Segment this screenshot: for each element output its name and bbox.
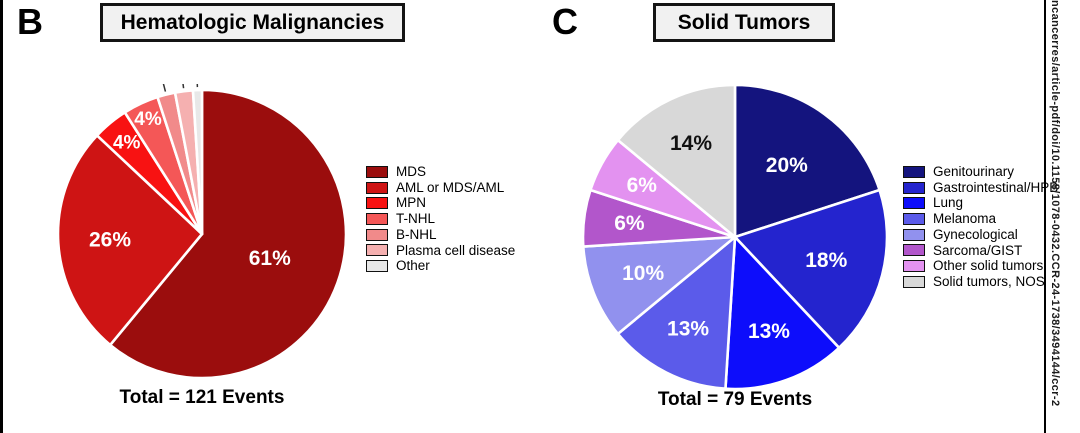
pie-label-gastrointestinal-hpb: 18% xyxy=(805,249,847,272)
legend-label: Solid tumors, NOS xyxy=(933,273,1045,289)
legend-item-melanoma: Melanoma xyxy=(903,211,1058,227)
pie-label-aml-or-mds-aml: 26% xyxy=(89,228,131,251)
pie-label-lung: 13% xyxy=(748,320,790,343)
pie-slice-aml-or-mds-aml xyxy=(56,134,204,347)
pie-slice-melanoma xyxy=(616,235,737,390)
legend-swatch-icon xyxy=(903,165,925,178)
pie-label-gynecological: 10% xyxy=(622,262,664,285)
panel-title-box-hematologic: Hematologic Malignancies xyxy=(100,3,405,42)
pie-label-mpn: 4% xyxy=(113,133,141,154)
legend-label: Melanoma xyxy=(933,211,997,227)
legend-label: AML or MDS/AML xyxy=(396,179,505,195)
legend-label: MPN xyxy=(396,195,426,211)
legend-swatch-icon xyxy=(903,275,925,288)
legend-swatch-icon xyxy=(366,165,388,178)
legend-label: Sarcoma/GIST xyxy=(933,242,1023,258)
legend-item-lung: Lung xyxy=(903,195,1058,211)
legend-swatch-icon xyxy=(903,181,925,194)
legend-swatch-icon xyxy=(366,181,388,194)
pie-leader-line-b-nhl xyxy=(162,84,167,92)
pie-chart-hematologic-malignancies: 61%26%4%4%2%1% xyxy=(56,84,348,380)
legend-item-b-nhl: B-NHL xyxy=(366,227,515,243)
pie-label-solid-tumors-nos: 14% xyxy=(670,132,712,155)
pie-slice-lung xyxy=(724,235,841,391)
legend-label: Other xyxy=(396,258,430,274)
legend-item-mds: MDS xyxy=(366,164,515,180)
legend-swatch-icon xyxy=(366,259,388,272)
legend-item-sarcoma-gist: Sarcoma/GIST xyxy=(903,242,1058,258)
legend-item-aml-or-mds-aml: AML or MDS/AML xyxy=(366,180,515,196)
legend-swatch-icon xyxy=(366,197,388,210)
panel-title-box-solid-tumors: Solid Tumors xyxy=(653,3,835,42)
legend-label: MDS xyxy=(396,164,426,180)
legend-item-t-nhl: T-NHL xyxy=(366,211,515,227)
legend-swatch-icon xyxy=(903,244,925,257)
figure-left-border xyxy=(0,0,3,433)
pie-label-genitourinary: 20% xyxy=(766,154,808,177)
legend-item-genitourinary: Genitourinary xyxy=(903,164,1058,180)
panel-title-hematologic: Hematologic Malignancies xyxy=(120,11,385,34)
legend-item-solid-tumors-nos: Solid tumors, NOS xyxy=(903,274,1058,290)
watermark-url-text: ncancerres/article-pdf/doi/10.1158/1078-… xyxy=(1049,0,1061,407)
legend-label: B-NHL xyxy=(396,226,437,242)
legend-swatch-icon xyxy=(903,212,925,225)
panel-letter-c: C xyxy=(552,1,578,42)
legend-swatch-icon xyxy=(903,197,925,210)
legend-hematologic: MDS AML or MDS/AML MPN T-NHL B-NHL Plasma cel… xyxy=(366,164,515,274)
legend-item-plasma-cell-disease: Plasma cell disease xyxy=(366,242,515,258)
pie-slice-genitourinary xyxy=(733,83,881,239)
legend-swatch-icon xyxy=(366,212,388,225)
pie-label-t-nhl: 4% xyxy=(134,109,162,130)
total-events-c: Total = 79 Events xyxy=(657,389,813,410)
pie-slice-other xyxy=(191,88,204,236)
legend-item-mpn: MPN xyxy=(366,195,515,211)
pie-label-other-solid-tumors: 6% xyxy=(627,174,658,197)
legend-label: Gynecological xyxy=(933,226,1018,242)
legend-swatch-icon xyxy=(903,228,925,241)
legend-solid-tumors: Genitourinary Gastrointestinal/HPB Lung Mel… xyxy=(903,164,1058,290)
legend-label: Other solid tumors xyxy=(933,258,1044,274)
legend-item-gastrointestinal-hpb: Gastrointestinal/HPB xyxy=(903,180,1058,196)
legend-item-other-solid-tumors: Other solid tumors xyxy=(903,258,1058,274)
legend-swatch-icon xyxy=(903,259,925,272)
pie-leader-line-plasma-cell-disease xyxy=(182,84,185,89)
figure-right-border xyxy=(1044,0,1046,433)
legend-label: T-NHL xyxy=(396,211,436,227)
legend-label: Plasma cell disease xyxy=(396,242,516,258)
pie-slice-mds xyxy=(108,88,348,380)
legend-swatch-icon xyxy=(366,244,388,257)
pie-label-sarcoma-gist: 6% xyxy=(614,212,645,235)
pie-slice-gastrointestinal-hpb xyxy=(733,188,889,350)
legend-item-gynecological: Gynecological xyxy=(903,227,1058,243)
pie-label-mds: 61% xyxy=(249,247,291,270)
panel-letter-b: B xyxy=(17,1,43,42)
legend-item-other: Other xyxy=(366,258,515,274)
pie-chart-solid-tumors: 20% 18% 13% 13% 10% 6% 6% 14% xyxy=(581,83,889,391)
total-events-b: Total = 121 Events xyxy=(119,387,285,408)
pie-label-melanoma: 13% xyxy=(667,318,709,341)
panel-title-solid-tumors: Solid Tumors xyxy=(677,11,811,34)
legend-label: Gastrointestinal/HPB xyxy=(933,179,1059,195)
legend-label: Lung xyxy=(933,195,964,211)
legend-label: Genitourinary xyxy=(933,164,1015,180)
pie-slice-solid-tumors-nos xyxy=(616,83,737,239)
pie-slice-gynecological xyxy=(581,235,737,336)
legend-swatch-icon xyxy=(366,228,388,241)
